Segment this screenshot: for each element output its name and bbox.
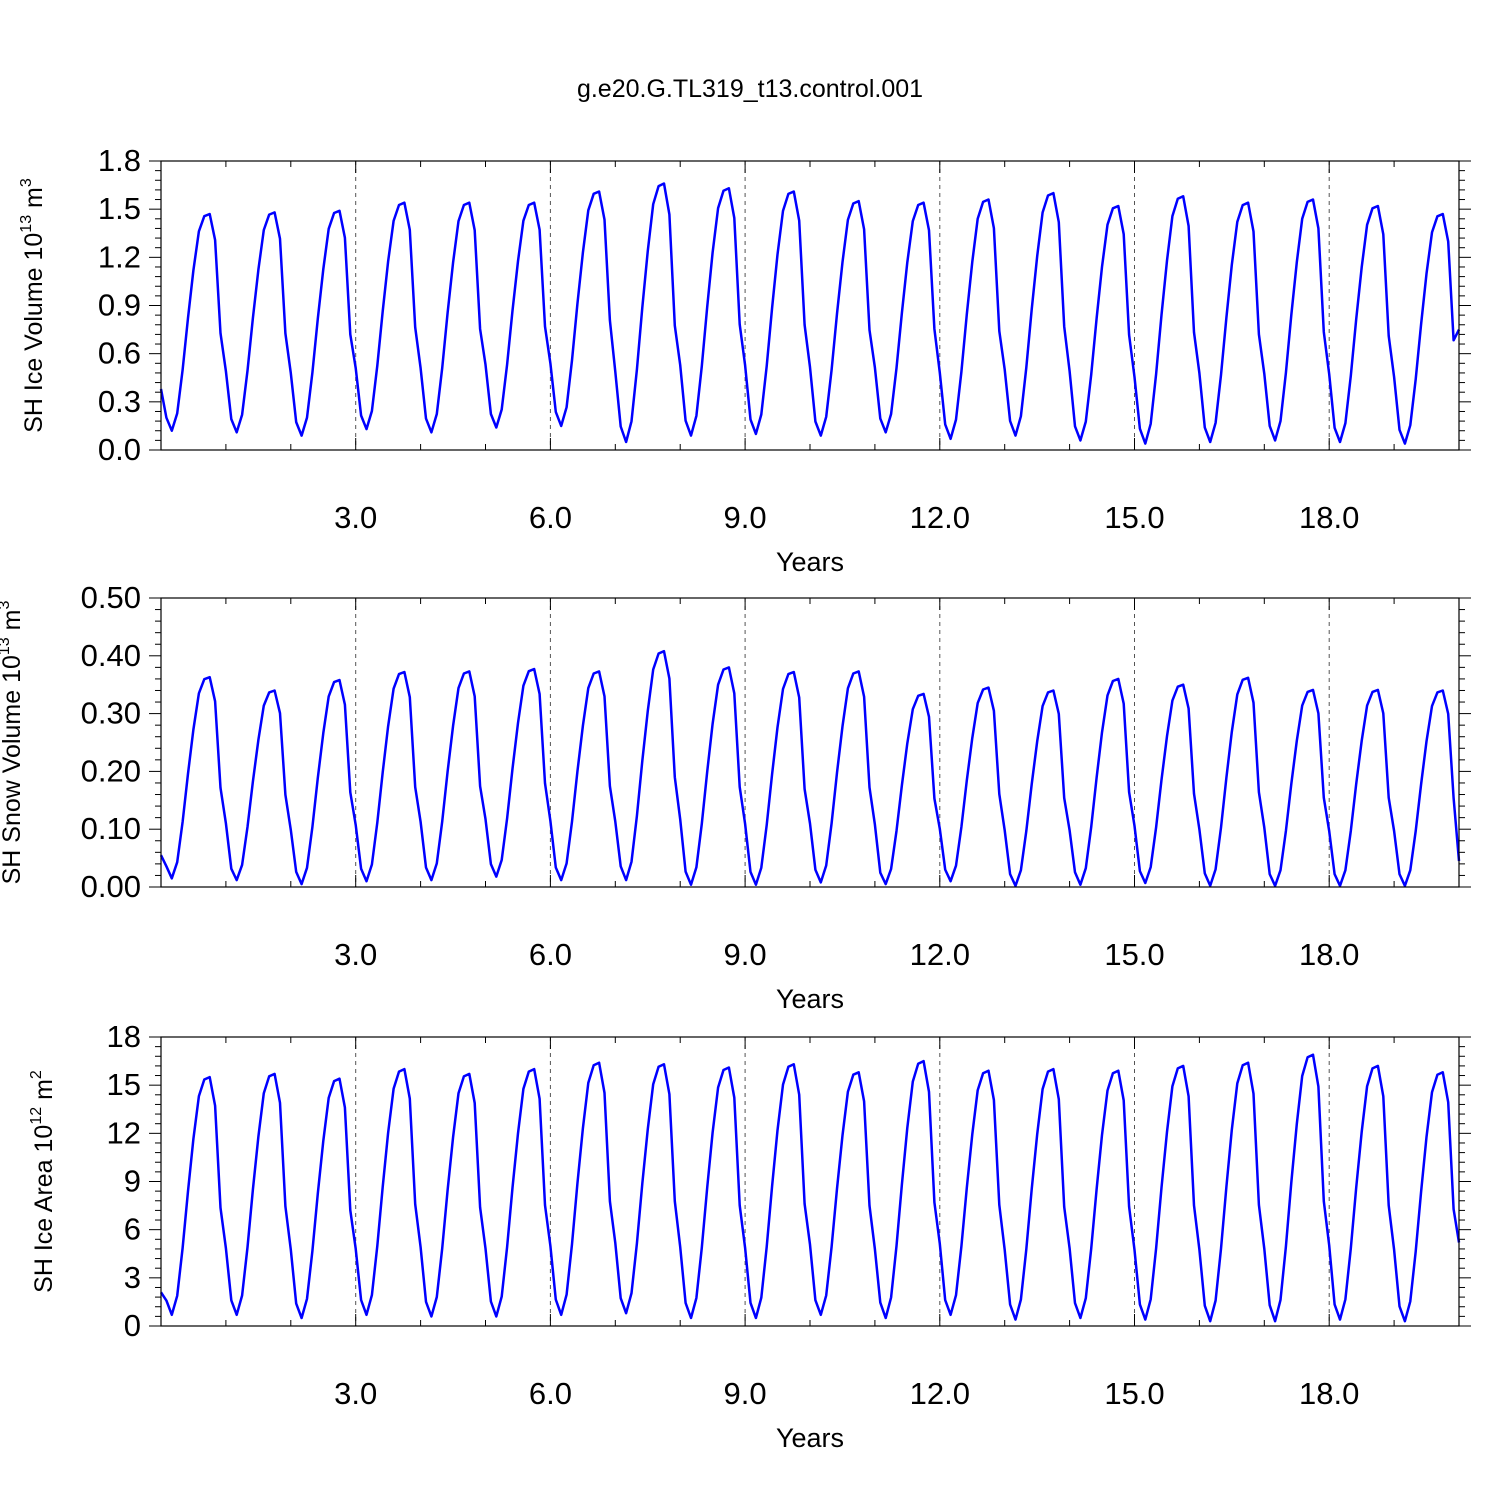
ice-volume-y-tick-label-1: 0.3 <box>98 384 141 419</box>
snow-volume-y-tick-label-1: 0.10 <box>81 811 141 846</box>
chart-title: g.e20.G.TL319_t13.control.001 <box>577 75 923 103</box>
ice-volume-x-tick-label-0: 3.0 <box>334 500 377 535</box>
ice-volume-series-line <box>159 182 1461 445</box>
snow-volume-x-tick-label-1: 6.0 <box>529 937 572 972</box>
snow-volume-series-line <box>159 649 1461 888</box>
ice-area-y-axis-title: SH Ice Area 1012 m2 <box>28 1070 58 1293</box>
ice-area-y-tick-label-1: 3 <box>124 1260 141 1295</box>
ice-area-y-tick-label-5: 15 <box>107 1067 141 1102</box>
snow-volume-x-tick-label-5: 18.0 <box>1299 937 1359 972</box>
ice-volume-y-axis-title: SH Ice Volume 1013 m3 <box>18 178 48 433</box>
ice-area-x-tick-label-0: 3.0 <box>334 1376 377 1411</box>
snow-volume-x-axis-title: Years <box>776 984 844 1014</box>
ice-area-x-tick-label-2: 9.0 <box>724 1376 767 1411</box>
ice-area-series-line <box>159 1053 1461 1323</box>
snow-volume-y-tick-label-3: 0.30 <box>81 696 141 731</box>
snow-volume-y-axis-title: SH Snow Volume 1013 m3 <box>0 601 26 885</box>
ice-area-x-tick-label-1: 6.0 <box>529 1376 572 1411</box>
panel-ice-volume: 0.0 0.3 0.6 0.9 1.2 1.5 1.8 3.0 6.0 9.0 12.0 15.0 1… <box>18 143 1471 577</box>
panel-ice-area: 0 3 6 9 12 15 18 3.0 6.0 9.0 12.0 15.0 18.0 Years S… <box>28 1019 1471 1453</box>
ice-volume-x-axis-title: Years <box>776 547 844 577</box>
ice-area-y-tick-label-4: 12 <box>107 1115 141 1150</box>
ice-area-x-tick-label-3: 12.0 <box>910 1376 970 1411</box>
ice-area-plot-frame <box>160 1036 1460 1327</box>
ice-area-y-tick-label-3: 9 <box>124 1164 141 1199</box>
snow-volume-y-tick-label-0: 0.00 <box>81 869 141 904</box>
ice-area-y-tick-label-2: 6 <box>124 1212 141 1247</box>
panel-snow-volume: 0.00 0.10 0.20 0.30 0.40 0.50 3.0 6.0 9.0 12.0 15… <box>0 580 1471 1014</box>
ice-volume-x-tick-label-3: 12.0 <box>910 500 970 535</box>
ice-area-y-tick-label-6: 18 <box>107 1019 141 1054</box>
ice-volume-y-tick-label-4: 1.2 <box>98 239 141 274</box>
snow-volume-y-tick-label-2: 0.20 <box>81 753 141 788</box>
snow-volume-plot-frame <box>160 597 1460 888</box>
ice-volume-plot-frame <box>160 160 1460 451</box>
snow-volume-x-tick-label-2: 9.0 <box>724 937 767 972</box>
snow-volume-x-tick-label-0: 3.0 <box>334 937 377 972</box>
ice-volume-x-tick-label-5: 18.0 <box>1299 500 1359 535</box>
snow-volume-x-tick-label-3: 12.0 <box>910 937 970 972</box>
ice-volume-x-tick-label-1: 6.0 <box>529 500 572 535</box>
ice-volume-x-tick-label-2: 9.0 <box>724 500 767 535</box>
ice-area-x-tick-label-5: 18.0 <box>1299 1376 1359 1411</box>
ice-area-x-axis-title: Years <box>776 1423 844 1453</box>
ice-volume-y-tick-label-6: 1.8 <box>98 143 141 178</box>
ice-volume-y-tick-label-5: 1.5 <box>98 191 141 226</box>
snow-volume-x-tick-label-4: 15.0 <box>1104 937 1164 972</box>
ice-volume-y-tick-label-0: 0.0 <box>98 432 141 467</box>
ice-area-y-tick-label-0: 0 <box>124 1308 141 1343</box>
ice-volume-y-tick-label-3: 0.9 <box>98 288 141 323</box>
snow-volume-y-tick-label-5: 0.50 <box>81 580 141 615</box>
ice-area-x-tick-label-4: 15.0 <box>1104 1376 1164 1411</box>
ice-volume-y-tick-label-2: 0.6 <box>98 336 141 371</box>
ice-volume-x-tick-label-4: 15.0 <box>1104 500 1164 535</box>
snow-volume-y-tick-label-4: 0.40 <box>81 638 141 673</box>
